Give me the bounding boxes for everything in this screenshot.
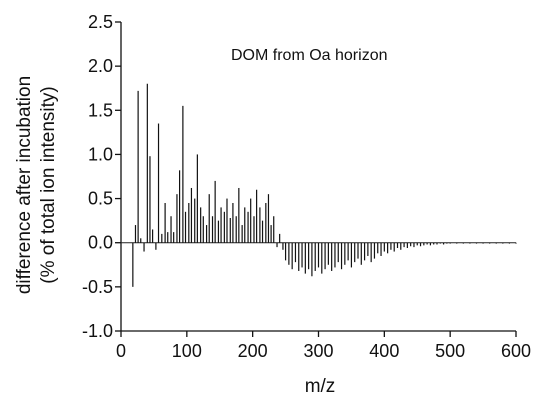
x-tick-label: 200 [238,341,268,361]
y-tick-label: -0.5 [82,277,113,297]
x-tick-label: 500 [435,341,465,361]
x-tick-label: 100 [172,341,202,361]
y-tick-label: 0.5 [88,189,113,209]
y-tick-label: 1.5 [88,100,113,120]
y-tick-label: 0.0 [88,233,113,253]
y-tick-label: 2.0 [88,56,113,76]
y-tick-label: 1.0 [88,144,113,164]
x-tick-label: 300 [303,341,333,361]
data-bars [132,83,517,287]
x-tick-label: 400 [369,341,399,361]
axes [120,22,516,332]
x-axis-label: m/z [305,376,336,397]
x-tick-label: 600 [501,341,531,361]
y-tick-label: 2.5 [88,12,113,32]
y-ticks: -1.0 -0.5 0.0 0.5 1.0 1.5 2.0 2.5 [82,12,121,341]
y-tick-label: -1.0 [82,321,113,341]
y-axis-label-line2: (% of total ion intensity) [38,86,59,283]
annotation: DOM from Oa horizon [231,47,387,64]
y-axis-label-line1: difference after incubation [14,76,35,294]
x-tick-label: 0 [116,341,126,361]
x-ticks: 0 100 200 300 400 500 600 [116,331,531,361]
